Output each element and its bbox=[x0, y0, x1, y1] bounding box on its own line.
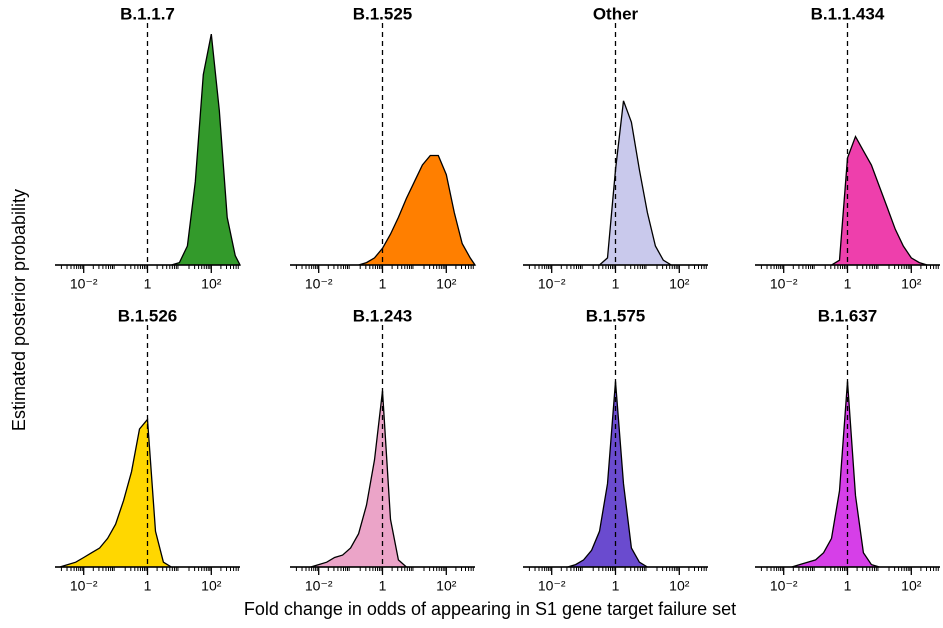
x-tick-label: 1 bbox=[612, 276, 620, 292]
panel-title: Other bbox=[593, 4, 639, 23]
x-tick-label: 1 bbox=[379, 578, 387, 594]
x-tick-label: 1 bbox=[379, 276, 387, 292]
x-tick-label: 10² bbox=[201, 578, 222, 594]
x-tick-label: 10⁻² bbox=[70, 276, 98, 292]
x-tick-label: 10⁻² bbox=[305, 578, 333, 594]
x-axis-label: Fold change in odds of appearing in S1 g… bbox=[244, 599, 736, 619]
x-tick-label: 10⁻² bbox=[538, 578, 566, 594]
panel-title: B.1.575 bbox=[586, 306, 646, 325]
y-axis-label: Estimated posterior probability bbox=[9, 189, 29, 431]
x-tick-label: 10² bbox=[669, 578, 690, 594]
x-tick-label: 10⁻² bbox=[70, 578, 98, 594]
x-tick-label: 10⁻² bbox=[770, 578, 798, 594]
panel-title: B.1.637 bbox=[818, 306, 878, 325]
x-tick-label: 1 bbox=[144, 578, 152, 594]
x-tick-label: 10⁻² bbox=[538, 276, 566, 292]
panel-title: B.1.1.434 bbox=[811, 4, 885, 23]
x-tick-label: 1 bbox=[144, 276, 152, 292]
panel-title: B.1.526 bbox=[118, 306, 178, 325]
x-tick-label: 10² bbox=[901, 578, 922, 594]
x-tick-label: 10⁻² bbox=[305, 276, 333, 292]
x-tick-label: 1 bbox=[844, 578, 852, 594]
panel-title: B.1.1.7 bbox=[120, 4, 175, 23]
x-tick-label: 10² bbox=[436, 276, 457, 292]
x-tick-label: 1 bbox=[612, 578, 620, 594]
x-tick-label: 10² bbox=[669, 276, 690, 292]
x-tick-label: 10² bbox=[201, 276, 222, 292]
x-tick-label: 10² bbox=[901, 276, 922, 292]
panel-title: B.1.243 bbox=[353, 306, 413, 325]
x-tick-label: 10² bbox=[436, 578, 457, 594]
x-tick-label: 10⁻² bbox=[770, 276, 798, 292]
x-tick-label: 1 bbox=[844, 276, 852, 292]
density-area bbox=[755, 134, 940, 266]
panel-title: B.1.525 bbox=[353, 4, 413, 23]
